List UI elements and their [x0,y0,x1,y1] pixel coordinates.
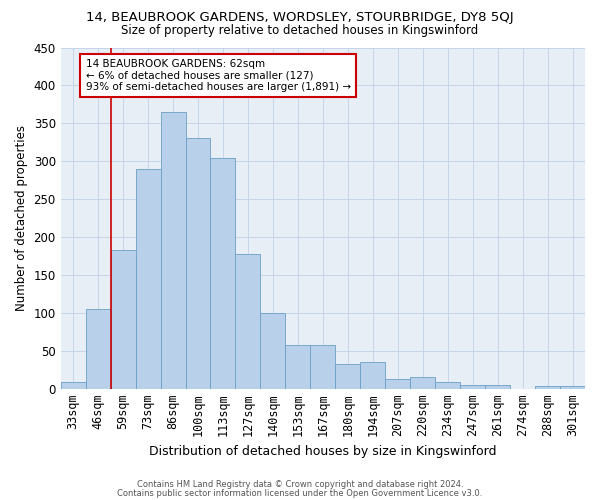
Bar [86,309,110,388]
Y-axis label: Number of detached properties: Number of detached properties [15,125,28,311]
Bar [485,385,510,388]
Bar [560,386,585,388]
Bar [110,250,136,388]
Bar [211,158,235,388]
Bar [385,380,410,388]
Bar [535,386,560,388]
Bar [310,344,335,389]
Bar [335,364,360,388]
Bar [161,112,185,388]
Text: Size of property relative to detached houses in Kingswinford: Size of property relative to detached ho… [121,24,479,37]
Bar [136,169,161,388]
Text: 14, BEAUBROOK GARDENS, WORDSLEY, STOURBRIDGE, DY8 5QJ: 14, BEAUBROOK GARDENS, WORDSLEY, STOURBR… [86,11,514,24]
Bar [235,254,260,388]
Bar [185,138,211,388]
Text: 14 BEAUBROOK GARDENS: 62sqm
← 6% of detached houses are smaller (127)
93% of sem: 14 BEAUBROOK GARDENS: 62sqm ← 6% of deta… [86,59,351,92]
Bar [286,344,310,389]
Text: Contains public sector information licensed under the Open Government Licence v3: Contains public sector information licen… [118,488,482,498]
Bar [410,377,435,388]
Bar [360,362,385,388]
Bar [260,313,286,388]
Bar [61,382,86,388]
Bar [460,385,485,388]
X-axis label: Distribution of detached houses by size in Kingswinford: Distribution of detached houses by size … [149,444,497,458]
Text: Contains HM Land Registry data © Crown copyright and database right 2024.: Contains HM Land Registry data © Crown c… [137,480,463,489]
Bar [435,382,460,388]
